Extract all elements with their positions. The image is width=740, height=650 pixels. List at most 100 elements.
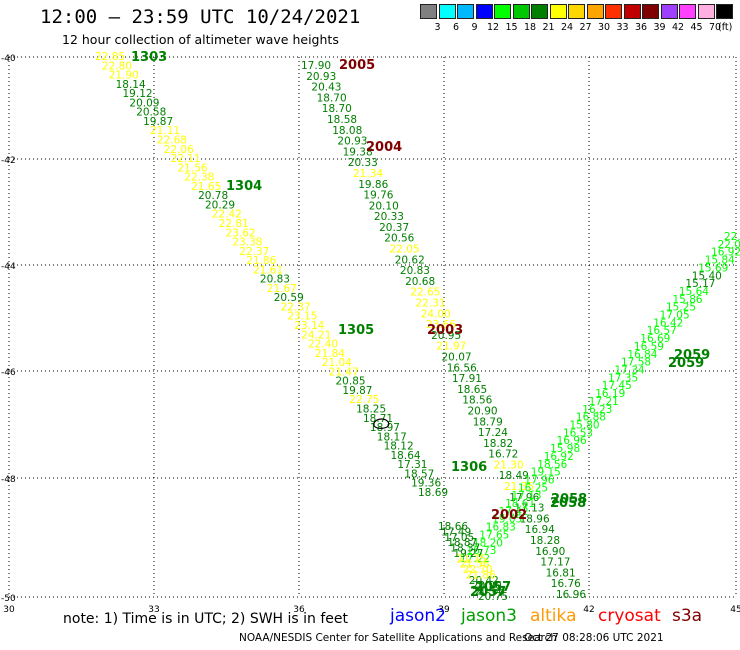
scale-label: 27 xyxy=(579,22,592,33)
track-1303-value: 18.17 xyxy=(377,431,407,443)
mission-altika: altika xyxy=(530,606,577,626)
track-2057-value: 20.42 xyxy=(469,575,499,587)
track-2005-value: 18.58 xyxy=(327,114,357,126)
scale-swatch xyxy=(494,4,511,19)
track-2005-value: 21.30 xyxy=(494,459,524,471)
track-2059-value: 17.42 xyxy=(499,506,529,518)
mission-jason2: jason2 xyxy=(390,606,446,626)
track-2005-value: 17.96 xyxy=(509,492,539,504)
mission-cryosat: cryosat xyxy=(598,606,661,626)
track-1303-value: 19.87 xyxy=(143,116,173,128)
mission-jason3: jason3 xyxy=(461,606,517,626)
track-1303-value: 18.12 xyxy=(384,441,414,453)
track-1303-value: 22.68 xyxy=(157,135,187,147)
scale-label: 70 xyxy=(708,22,722,33)
track-1303-value: 20.83 xyxy=(260,274,290,286)
track-1303-value: 21.47 xyxy=(329,366,359,378)
track-2005-value: 20.10 xyxy=(369,200,399,212)
scale-label: 45 xyxy=(690,22,703,33)
track-1303-value: 18.25 xyxy=(356,404,386,416)
track-1303-value: 22.75 xyxy=(349,394,379,406)
pass-label: 2057 xyxy=(475,580,511,595)
track-2059-value: 16.88 xyxy=(576,412,606,424)
track-1303-value: 22.37 xyxy=(239,246,269,258)
track-2005-value: 20.33 xyxy=(348,157,378,169)
pass-label: 1304 xyxy=(226,179,262,194)
scale-swatch xyxy=(605,4,622,19)
track-2005-value: 22.05 xyxy=(390,244,420,256)
track-1303-value: 20.78 xyxy=(198,190,228,202)
pass-label: 2059 xyxy=(674,348,710,363)
track-2005-value: 17.17 xyxy=(540,557,570,569)
track-2059-value: 18.56 xyxy=(537,459,567,471)
track-2059-value: 16.19 xyxy=(595,388,625,400)
track-2005-value: 20.83 xyxy=(400,265,430,277)
track-2005-value: 18.70 xyxy=(322,103,352,115)
track-1303-value: 21.67 xyxy=(267,283,297,295)
track-2005-value: 16.81 xyxy=(546,567,576,579)
track-2005-value: 24.00 xyxy=(421,308,451,320)
track-2059-value: 19.15 xyxy=(531,467,561,479)
track-2005-value: 16.94 xyxy=(525,524,555,536)
track-2057-value: 21.75 xyxy=(457,553,487,565)
track-2059-value: 15.98 xyxy=(550,443,580,455)
track-2005-value: 16.76 xyxy=(551,578,581,590)
track-2059-value: 16.96 xyxy=(557,435,587,447)
lat-tick-label: -42 xyxy=(1,156,16,166)
scale-swatch xyxy=(568,4,585,19)
lon-tick-label: 45 xyxy=(730,605,740,615)
track-2059-value: 16.92 xyxy=(544,451,574,463)
track-1303-value: 21.11 xyxy=(150,125,180,137)
track-1303-value: 20.09 xyxy=(129,97,159,109)
island-outline-icon xyxy=(373,418,390,429)
track-2057-value: 18.87 xyxy=(447,537,477,549)
track-2005-value: 18.96 xyxy=(520,513,550,525)
mission-s3a: s3a xyxy=(672,606,703,626)
track-2059-value: 16.92 xyxy=(711,247,740,259)
track-1303-value: 20.59 xyxy=(274,292,304,304)
scale-label: 12 xyxy=(486,22,500,33)
scale-swatch xyxy=(697,4,715,19)
track-1303-value: 23.15 xyxy=(287,311,317,323)
scale-swatch xyxy=(623,4,641,19)
track-2059-value: 17.58 xyxy=(621,357,651,369)
track-1303-value: 21.61 xyxy=(253,264,283,276)
map-subtitle: 12 hour collection of altimeter wave hei… xyxy=(62,32,339,47)
pass-label: 2058 xyxy=(551,492,587,507)
pass-label: 1306 xyxy=(451,460,487,475)
pass-label: 2003 xyxy=(427,323,463,338)
track-2057-value: 18.37 xyxy=(450,543,480,555)
track-1303-value: 22.80 xyxy=(102,60,132,72)
track-2059-value: 17.22 xyxy=(460,553,490,565)
pass-label: 1305 xyxy=(338,323,374,338)
scale-swatch xyxy=(679,4,696,19)
track-1303-value: 23.14 xyxy=(294,320,324,332)
scale-swatch xyxy=(586,4,604,19)
scale-swatch xyxy=(716,4,733,19)
track-2005-value: 19.86 xyxy=(358,179,388,191)
scale-unit: (ft) xyxy=(718,22,733,33)
track-2005-value: 21.34 xyxy=(353,168,383,180)
track-2005-value: 20.33 xyxy=(374,211,404,223)
track-1303-value: 18.69 xyxy=(418,487,448,499)
track-2057-value: 17.49 xyxy=(441,526,471,538)
scale-label: 42 xyxy=(671,22,685,33)
track-2005-value: 20.43 xyxy=(311,82,341,94)
track-2005-value: 18.49 xyxy=(499,470,529,482)
track-2059-value: 16.59 xyxy=(634,341,664,353)
track-2005-value: 20.37 xyxy=(379,222,409,234)
track-2057-value: 20.90 xyxy=(472,580,502,592)
track-1303-value: 21.56 xyxy=(178,162,208,174)
track-2059-value: 15.40 xyxy=(692,270,722,282)
lat-tick-label: -44 xyxy=(1,262,16,272)
scale-label: 21 xyxy=(542,22,555,33)
track-2057-value: 21.86 xyxy=(466,570,496,582)
track-1303-value: 22.40 xyxy=(308,339,338,351)
pass-label: 2002 xyxy=(491,508,527,523)
track-1303-value: 19.36 xyxy=(411,478,441,490)
track-1303-value: 20.85 xyxy=(336,376,366,388)
scale-swatch xyxy=(642,4,659,19)
track-1303-value: 22.81 xyxy=(219,218,249,230)
scale-label: 30 xyxy=(597,22,611,33)
